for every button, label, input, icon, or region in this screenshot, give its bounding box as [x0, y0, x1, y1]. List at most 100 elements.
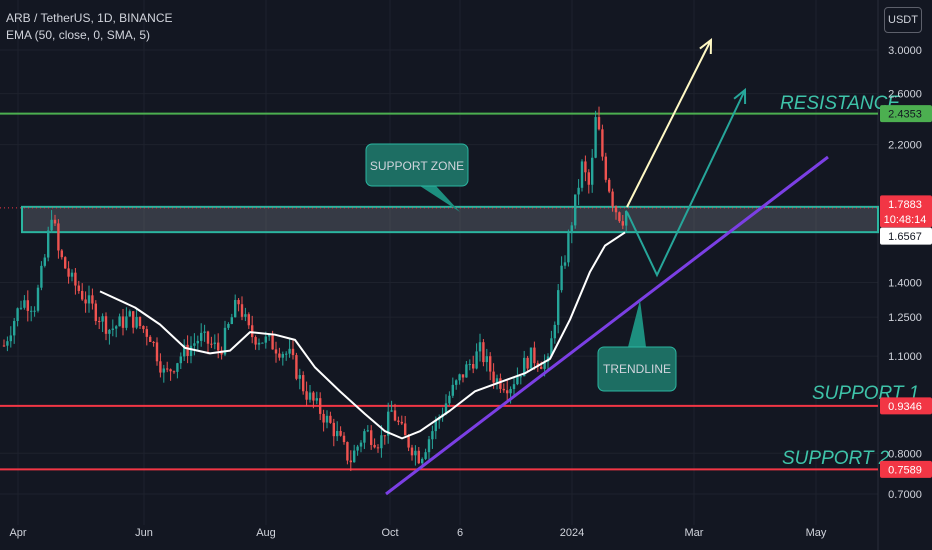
- candle-body: [183, 344, 186, 357]
- candle-body: [36, 287, 40, 311]
- candle-body: [2, 345, 6, 347]
- candle-body: [319, 398, 322, 414]
- projection-arrow-up: [626, 39, 712, 208]
- candle-body: [271, 334, 274, 350]
- candle-body: [404, 423, 407, 436]
- candle-body: [152, 341, 155, 343]
- candle: [2, 339, 6, 347]
- candle: [142, 325, 145, 333]
- price-tag-0: 2.4353: [880, 105, 932, 123]
- candle-body: [380, 435, 383, 449]
- candle: [118, 313, 121, 327]
- candle: [611, 188, 614, 212]
- candle: [577, 179, 580, 206]
- candle: [608, 178, 611, 194]
- candle-body: [213, 342, 216, 344]
- candle: [101, 313, 104, 333]
- candle-body: [308, 392, 312, 400]
- candle-body: [478, 342, 482, 352]
- candle-body: [132, 311, 135, 328]
- candle: [523, 350, 526, 377]
- candle: [108, 328, 111, 345]
- candle: [570, 222, 573, 244]
- candle: [312, 391, 315, 409]
- candle-body: [261, 342, 264, 344]
- currency-button[interactable]: USDT: [884, 7, 922, 33]
- candle: [53, 214, 57, 226]
- candle-body: [540, 366, 543, 369]
- candle: [461, 374, 465, 383]
- candle: [128, 309, 131, 317]
- symbol-title[interactable]: ARB / TetherUS, 1D, BINANCE: [6, 11, 173, 25]
- candle: [230, 313, 233, 325]
- candle-body: [376, 447, 380, 449]
- candle-body: [519, 376, 522, 378]
- candle-body: [295, 355, 298, 379]
- candle-body: [200, 332, 203, 341]
- projection-arrow-alt: [626, 89, 746, 278]
- callout-pointer: [628, 300, 646, 347]
- candle: [172, 370, 176, 374]
- candle-body: [70, 272, 74, 277]
- candle: [227, 322, 230, 330]
- candle: [499, 373, 502, 393]
- candle-body: [533, 347, 536, 364]
- candle-body: [40, 265, 43, 288]
- candle: [444, 394, 448, 416]
- candle-body: [91, 295, 94, 304]
- price-tag-label: 1.6567: [888, 231, 922, 243]
- candle-body: [618, 212, 621, 222]
- candle: [50, 210, 53, 234]
- candle: [16, 307, 19, 327]
- candle: [601, 124, 604, 161]
- x-tick-label: Jun: [135, 527, 153, 539]
- candle-body: [87, 295, 91, 304]
- candle-body: [196, 340, 199, 344]
- candle-body: [427, 439, 431, 453]
- candle-body: [128, 311, 131, 317]
- candle-body: [329, 415, 332, 423]
- price-tag-label: 2.4353: [888, 109, 922, 121]
- candle-body: [550, 338, 553, 357]
- candle-body: [16, 308, 19, 322]
- candle: [19, 300, 23, 310]
- candle: [550, 330, 553, 357]
- candle: [604, 152, 607, 183]
- candle: [390, 400, 393, 412]
- candle: [81, 283, 84, 301]
- candle-body: [115, 326, 118, 329]
- candle: [383, 435, 386, 445]
- price-tag-bg: [880, 397, 932, 415]
- candle: [407, 434, 410, 452]
- candle: [594, 110, 597, 159]
- candle: [587, 169, 590, 194]
- candle-body: [278, 353, 281, 358]
- candle: [203, 324, 206, 342]
- candle: [257, 338, 261, 351]
- candle-body: [74, 272, 77, 286]
- candle: [332, 418, 335, 447]
- candle: [91, 288, 94, 310]
- candle-body: [67, 268, 70, 277]
- candle-body: [414, 450, 417, 456]
- candle-body: [482, 342, 485, 363]
- candle: [77, 280, 80, 294]
- candle: [448, 391, 451, 406]
- y-tick-label: 0.7000: [888, 489, 922, 501]
- candle-body: [407, 435, 410, 448]
- candle-body: [138, 316, 142, 327]
- candle-body: [13, 321, 16, 336]
- candle: [339, 426, 342, 437]
- candle-body: [101, 316, 104, 322]
- candle: [526, 355, 529, 372]
- candle: [342, 432, 346, 445]
- candle-body: [30, 310, 33, 312]
- candle-body: [254, 337, 257, 345]
- candle-body: [526, 357, 529, 369]
- candle-body: [560, 265, 563, 291]
- candle: [6, 336, 9, 352]
- candle-body: [574, 194, 577, 226]
- candle: [359, 440, 363, 453]
- ema-indicator-label[interactable]: EMA (50, close, 0, SMA, 5): [6, 28, 151, 42]
